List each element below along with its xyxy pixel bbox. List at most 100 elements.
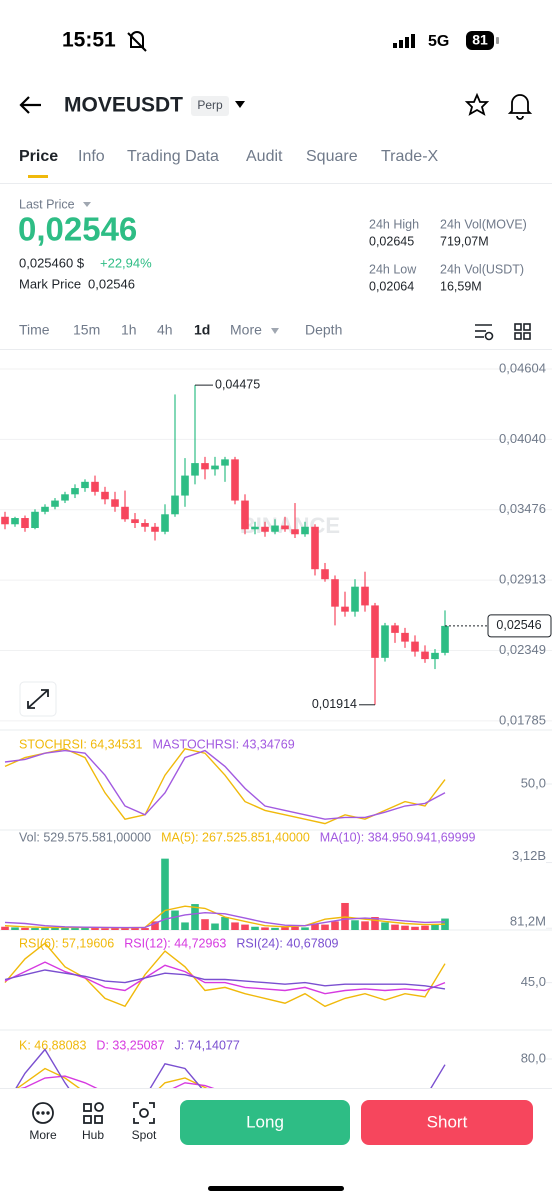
- candle-body: [401, 632, 409, 642]
- interval-bar: Time 15m 1h 4h 1d More Depth: [19, 322, 342, 338]
- stat-label: 24h Low: [369, 262, 417, 276]
- indicator-settings[interactable]: [475, 324, 494, 341]
- nav-label[interactable]: More: [29, 1128, 57, 1142]
- volume-bar: [181, 922, 189, 930]
- tab[interactable]: Square: [306, 148, 358, 165]
- indicator-legend: D: 33,25087: [96, 1038, 164, 1052]
- indicator-line: [4, 911, 446, 929]
- candle-body: [321, 569, 329, 580]
- volume-bar: [331, 921, 339, 930]
- layout-toggle[interactable]: [514, 323, 531, 340]
- symbol[interactable]: MOVEUSDT: [64, 94, 183, 117]
- volume-bar: [251, 926, 259, 930]
- candle-body: [141, 523, 149, 527]
- volume-bar: [231, 922, 239, 930]
- candle-body: [131, 519, 139, 524]
- volume-bar: [41, 927, 49, 930]
- volume-bar: [201, 919, 209, 930]
- candle-body: [41, 506, 49, 512]
- indicator-legend: K: 46,88083: [19, 1038, 86, 1052]
- y-tick-label: 0,03476: [499, 501, 546, 516]
- last-price-caret: [83, 202, 91, 207]
- volume-bar: [11, 927, 19, 930]
- last-price-label: Last Price: [19, 197, 75, 211]
- indicator-legend: MASTOCHRSI: 43,34769: [152, 737, 294, 751]
- tab[interactable]: Audit: [246, 148, 283, 165]
- volume-bar: [171, 910, 179, 930]
- interval[interactable]: 1d: [194, 322, 210, 338]
- last-price-label: 0,02546: [496, 618, 541, 632]
- candle-body: [441, 625, 449, 653]
- volume-bar: [111, 928, 119, 930]
- interval[interactable]: 1h: [121, 322, 137, 338]
- volume-bar: [131, 927, 139, 930]
- nav-label[interactable]: Spot: [132, 1128, 157, 1142]
- volume-bar: [381, 922, 389, 930]
- volume-bar: [1, 926, 9, 930]
- annotation-label: 0,04475: [215, 377, 260, 391]
- battery: [466, 31, 494, 50]
- more-caret: [271, 328, 279, 334]
- volume-bar: [51, 927, 59, 930]
- spot-icon[interactable]: [133, 1102, 155, 1124]
- tab[interactable]: Trading Data: [127, 148, 219, 165]
- signal-icon: [393, 34, 415, 48]
- short-button[interactable]: [361, 1100, 533, 1145]
- y-tick-label: 3,12B: [512, 848, 546, 863]
- kline-chart: 0,04604 0,04040 0,03476 0,02913 0,02349 0,017…: [0, 360, 552, 1088]
- volume-bar: [321, 924, 329, 930]
- indicator-legend: Vol: 529.575.581,00000: [19, 830, 151, 844]
- mute-icon: [127, 31, 147, 52]
- long-label[interactable]: Long: [246, 1112, 284, 1131]
- volume-bar: [121, 927, 129, 930]
- candle-body: [151, 526, 159, 532]
- back-button[interactable]: [19, 96, 41, 114]
- candle-body: [1, 516, 9, 525]
- tab-bar: Price Info Trading Data Audit Square Trade-X: [19, 148, 439, 165]
- candle-body: [121, 506, 129, 520]
- annotation-label: 0,01914: [312, 697, 357, 711]
- candle-body: [281, 525, 289, 530]
- indicator-line: [4, 748, 446, 825]
- y-tick-label: 0,02913: [499, 572, 546, 587]
- interval[interactable]: 15m: [73, 322, 100, 338]
- hub-icon[interactable]: [83, 1102, 104, 1124]
- indicator-legend: MA(10): 384.950.941,69999: [320, 830, 476, 844]
- long-button[interactable]: [180, 1100, 350, 1145]
- candle-body: [241, 500, 249, 530]
- candle-body: [81, 481, 89, 489]
- y-tick-label: 0,01785: [499, 712, 546, 727]
- interval[interactable]: 4h: [157, 322, 173, 338]
- volume-bar: [241, 924, 249, 930]
- candle-body: [91, 481, 99, 492]
- indicator-line: [4, 961, 446, 995]
- volume-bar: [221, 917, 229, 930]
- candle-body: [231, 459, 239, 501]
- tab[interactable]: Price: [19, 148, 58, 165]
- nav-label[interactable]: Hub: [82, 1128, 104, 1142]
- volume-bar: [371, 917, 379, 930]
- y-tick-label: 0,04040: [499, 431, 546, 446]
- more-icon[interactable]: [32, 1102, 54, 1124]
- stat-value: 16,59M: [440, 279, 482, 293]
- candle-body: [111, 499, 119, 507]
- volume-bar: [211, 923, 219, 930]
- short-label[interactable]: Short: [427, 1112, 468, 1131]
- fullscreen-button[interactable]: [19, 681, 57, 717]
- indicator-legend: J: 74,14077: [175, 1038, 240, 1052]
- tab[interactable]: Info: [78, 148, 105, 165]
- candle-body: [431, 652, 439, 660]
- interval[interactable]: Time: [19, 322, 50, 338]
- interval[interactable]: More: [230, 322, 262, 338]
- volume-bar: [71, 928, 79, 930]
- favorite[interactable]: [464, 92, 490, 116]
- alert-bell[interactable]: [507, 94, 533, 120]
- volume-bar: [291, 926, 299, 930]
- dropdown[interactable]: [235, 101, 245, 108]
- stat-label: 24h Vol(USDT): [440, 262, 524, 276]
- candle-body: [291, 529, 299, 535]
- tab[interactable]: Trade-X: [381, 148, 439, 165]
- interval[interactable]: Depth: [305, 322, 342, 338]
